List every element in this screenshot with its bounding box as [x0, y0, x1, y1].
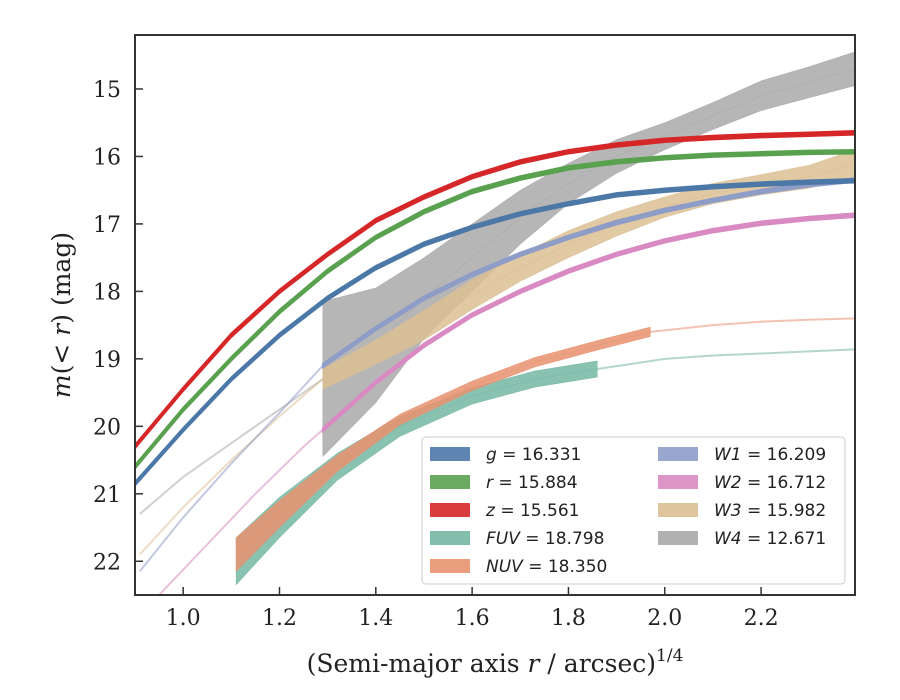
- legend-swatch: [430, 447, 470, 461]
- legend-swatch: [430, 559, 470, 573]
- x-tick-label: 2.2: [744, 606, 779, 631]
- series-W2: [158, 212, 855, 595]
- legend-label: FUV = 18.798: [486, 529, 604, 549]
- series-W1-extension: [139, 364, 324, 573]
- x-tick-label: 1.4: [358, 606, 393, 631]
- y-tick-label: 21: [93, 483, 121, 508]
- series-z-band: [135, 130, 855, 450]
- x-tick-label: 1.6: [455, 606, 490, 631]
- series-W1-line: [322, 178, 855, 367]
- legend-entry-FUV: FUV = 18.798: [430, 529, 604, 549]
- legend-swatch: [658, 447, 698, 461]
- series-g-band: [135, 177, 855, 487]
- legend-entry-W1: W1 = 16.209: [658, 445, 826, 465]
- legend-swatch: [658, 475, 698, 489]
- y-axis-label: m(< r) (mag): [47, 232, 76, 398]
- series-W4-extension: [139, 378, 324, 515]
- legend-entry-W2: W2 = 16.712: [658, 473, 826, 493]
- legend-swatch: [430, 475, 470, 489]
- series-FUV-band: [235, 360, 598, 586]
- legend-label: W1 = 16.209: [714, 445, 826, 465]
- legend-entry-z: z = 15.561: [430, 501, 579, 521]
- legend-entry-g: g = 16.331: [430, 445, 581, 465]
- series-FUV-extension: [597, 348, 855, 370]
- series-W1-band: [322, 177, 855, 370]
- x-tick-label: 2.0: [647, 606, 682, 631]
- x-axis-ticks: 1.0 1.2 1.4 1.6 1.8 2.0 2.2: [166, 587, 779, 631]
- series-r-line: [135, 150, 855, 468]
- y-axis-ticks: 15 16 17 18 19 20 21 22: [93, 78, 143, 575]
- legend-entry-r: r = 15.884: [430, 473, 578, 493]
- legend-label: NUV = 18.350: [486, 557, 607, 577]
- legend-label: W2 = 16.712: [714, 473, 826, 493]
- series-r: [135, 148, 855, 470]
- legend-label: W3 = 15.982: [714, 501, 826, 521]
- y-tick-label: 17: [93, 213, 121, 238]
- y-tick-label: 22: [93, 550, 121, 575]
- series-NUV-line: [235, 331, 651, 555]
- series-r-band: [135, 148, 855, 470]
- legend-label: g = 16.331: [486, 445, 581, 465]
- legend-label: z = 15.561: [485, 501, 579, 521]
- x-tick-label: 1.0: [166, 606, 201, 631]
- series-g-line: [135, 179, 855, 485]
- legend-swatch: [658, 503, 698, 517]
- series-z: [135, 130, 855, 450]
- legend-entry-W3: W3 = 15.982: [658, 501, 826, 521]
- series-W2-band: [322, 212, 855, 434]
- plot-frame: [134, 34, 856, 596]
- legend-swatch: [430, 531, 470, 545]
- series-NUV-extension: [650, 317, 855, 333]
- x-axis-label: (Semi-major axis r / arcsec)1/4: [307, 646, 684, 678]
- series-W3-extension: [139, 378, 324, 556]
- series-z-line: [135, 131, 855, 448]
- legend-label: W4 = 12.671: [714, 529, 826, 549]
- y-tick-label: 19: [93, 348, 121, 373]
- y-tick-label: 15: [93, 78, 121, 103]
- series-g: [135, 177, 855, 487]
- legend-label: r = 15.884: [486, 473, 578, 493]
- series-W2-extension: [158, 428, 324, 595]
- series-layer: [135, 51, 855, 595]
- legend-swatch: [658, 531, 698, 545]
- series-W2-line: [321, 213, 855, 431]
- legend-entry-W4: W4 = 12.671: [658, 529, 826, 549]
- series-NUV-band: [235, 326, 651, 573]
- y-tick-label: 18: [93, 280, 121, 305]
- series-W1: [139, 177, 855, 573]
- x-tick-label: 1.2: [262, 606, 297, 631]
- y-tick-label: 20: [93, 415, 121, 440]
- series-NUV: [235, 317, 855, 573]
- legend-entry-NUV: NUV = 18.350: [430, 557, 607, 577]
- legend-box: [421, 436, 846, 585]
- y-tick-label: 16: [93, 145, 121, 170]
- x-tick-label: 1.8: [551, 606, 586, 631]
- legend: g = 16.331 r = 15.884 z = 15.561 FUV = 18.7…: [421, 436, 846, 585]
- legend-swatch: [430, 503, 470, 517]
